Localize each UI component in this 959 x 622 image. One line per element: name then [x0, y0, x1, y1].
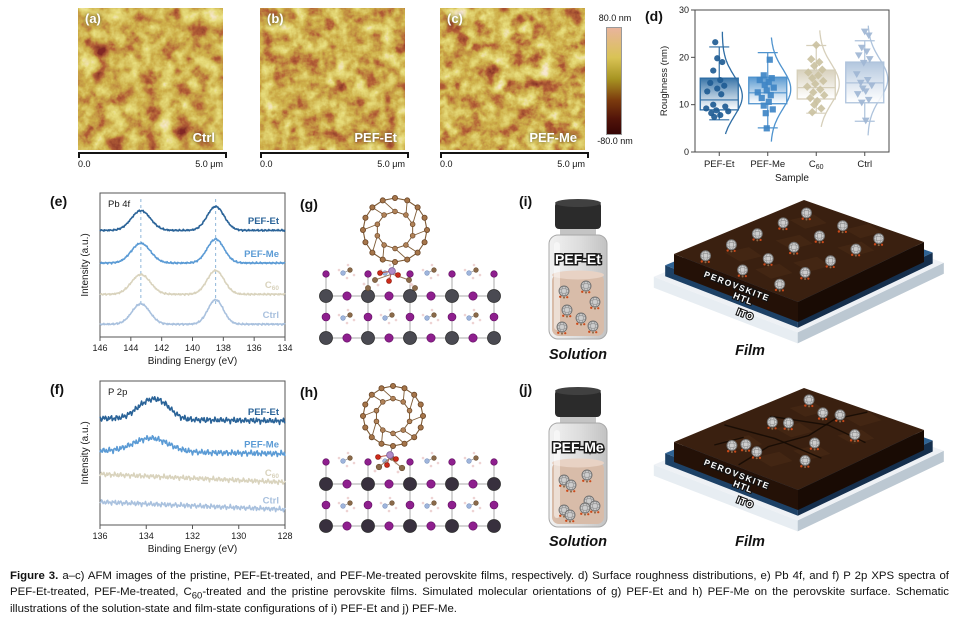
svg-text:Sample: Sample — [775, 173, 809, 184]
panel-label-d: (d) — [645, 8, 663, 24]
scale-labels: 0.0 5.0 μm — [440, 159, 585, 169]
panel-label-b: (b) — [267, 11, 284, 26]
svg-text:Binding Energy (eV): Binding Energy (eV) — [148, 544, 238, 555]
svg-text:C60: C60 — [265, 468, 279, 480]
film-label: Film — [735, 534, 765, 550]
svg-text:146: 146 — [92, 343, 107, 353]
svg-text:C60: C60 — [809, 159, 824, 171]
afm-sample-name: Ctrl — [192, 130, 215, 145]
caption-sub: 60 — [191, 589, 203, 601]
scale-min: 0.0 — [440, 159, 453, 169]
pb4f-xps-spectrum: Pb 4f PEF-Et PEF-Me C60 Ctrl 146 144 142 140 138 1… — [80, 192, 293, 367]
afm-image-ctrl: (a) Ctrl — [78, 8, 223, 150]
svg-text:Roughness (nm): Roughness (nm) — [659, 46, 670, 116]
svg-text:PEF-Et: PEF-Et — [248, 407, 280, 418]
scale-max: 5.0 μm — [557, 159, 585, 169]
panel-label-h: (h) — [300, 384, 318, 400]
svg-text:0: 0 — [684, 147, 689, 157]
roughness-boxplot: 0 10 20 30 PEF-Et PEF-Me C60 Ctrl Sample Roughnes… — [659, 5, 890, 184]
svg-text:PEF-Me: PEF-Me — [244, 440, 279, 451]
svg-text:140: 140 — [185, 343, 200, 353]
film-label: Film — [735, 343, 765, 359]
scale-labels: 0.0 5.0 μm — [78, 159, 223, 169]
pef-et-solution-vial: PEF-Et — [548, 199, 608, 340]
svg-text:20: 20 — [679, 52, 689, 62]
svg-text:PEF-Me: PEF-Me — [552, 439, 604, 455]
scale-bar — [78, 152, 227, 158]
panel-label-f: (f) — [50, 381, 64, 397]
svg-text:10: 10 — [679, 100, 689, 110]
scale-bar — [440, 152, 589, 158]
svg-text:Ctrl: Ctrl — [263, 310, 279, 321]
svg-text:136: 136 — [247, 343, 262, 353]
svg-text:144: 144 — [123, 343, 138, 353]
svg-text:Ctrl: Ctrl — [857, 159, 872, 170]
afm-image-pef-me: (c) PEF-Me — [440, 8, 585, 150]
svg-text:Ctrl: Ctrl — [263, 495, 279, 506]
scale-min: 0.0 — [78, 159, 91, 169]
svg-text:Intensity (a.u.): Intensity (a.u.) — [80, 421, 91, 484]
svg-text:128: 128 — [277, 531, 292, 541]
panel-label-i: (i) — [519, 193, 533, 209]
svg-text:138: 138 — [216, 343, 231, 353]
svg-text:Intensity (a.u.): Intensity (a.u.) — [80, 233, 91, 296]
scale-max: 5.0 μm — [195, 159, 223, 169]
solution-label: Solution — [549, 534, 607, 550]
svg-text:Pb 4f: Pb 4f — [108, 199, 131, 210]
p2p-xps-spectrum: P 2p PEF-Et PEF-Me C60 Ctrl 136 134 132 130 128 Bi… — [80, 380, 293, 555]
svg-text:30: 30 — [679, 5, 689, 15]
scale-labels: 0.0 5.0 μm — [260, 159, 405, 169]
svg-text:130: 130 — [231, 531, 246, 541]
svg-text:PEF-Et: PEF-Et — [704, 159, 735, 170]
panel-label-c: (c) — [447, 11, 463, 26]
pef-et-simulation — [319, 195, 501, 345]
svg-text:PEF-Et: PEF-Et — [248, 216, 280, 227]
caption-text-2: -treated and the pristine perovskite fil… — [10, 585, 949, 615]
scale-max: 5.0 μm — [377, 159, 405, 169]
svg-text:142: 142 — [154, 343, 169, 353]
svg-text:134: 134 — [277, 343, 292, 353]
solution-label: Solution — [549, 347, 607, 363]
svg-text:P 2p: P 2p — [108, 387, 127, 398]
svg-text:PEF-Et: PEF-Et — [555, 251, 601, 267]
svg-text:PEF-Me: PEF-Me — [244, 249, 279, 260]
colorbar-max-label: 80.0 nm — [598, 13, 632, 23]
caption-tag: Figure 3. — [10, 570, 59, 582]
afm-sample-name: PEF-Me — [529, 130, 577, 145]
panel-label-a: (a) — [85, 11, 101, 26]
afm-image-pef-et: (b) PEF-Et — [260, 8, 405, 150]
svg-text:C60: C60 — [265, 280, 279, 292]
colorbar-min-label: -80.0 nm — [597, 136, 633, 146]
scale-min: 0.0 — [260, 159, 273, 169]
panel-label-j: (j) — [519, 381, 533, 397]
svg-text:134: 134 — [139, 531, 154, 541]
svg-text:136: 136 — [92, 531, 107, 541]
afm-sample-name: PEF-Et — [354, 130, 397, 145]
height-colorbar — [606, 27, 622, 135]
svg-text:Binding Energy (eV): Binding Energy (eV) — [148, 356, 238, 367]
pef-me-simulation — [319, 383, 501, 533]
panel-label-e: (e) — [50, 193, 68, 209]
svg-text:PEF-Me: PEF-Me — [750, 159, 785, 170]
scale-bar — [260, 152, 409, 158]
panel-label-g: (g) — [300, 196, 318, 212]
svg-text:132: 132 — [185, 531, 200, 541]
pef-me-solution-vial: PEF-Me — [548, 387, 608, 528]
figure-caption: Figure 3. a–c) AFM images of the pristin… — [10, 569, 949, 618]
caption-text-1: a–c) AFM images of the pristine, PEF-Et-… — [10, 570, 949, 598]
